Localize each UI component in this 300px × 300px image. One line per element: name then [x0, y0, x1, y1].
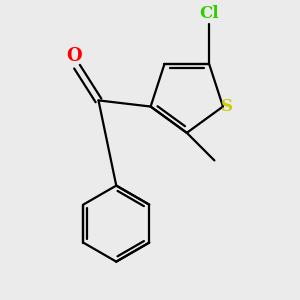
Text: S: S	[221, 98, 233, 115]
Text: Cl: Cl	[199, 5, 219, 22]
Text: O: O	[66, 46, 82, 64]
